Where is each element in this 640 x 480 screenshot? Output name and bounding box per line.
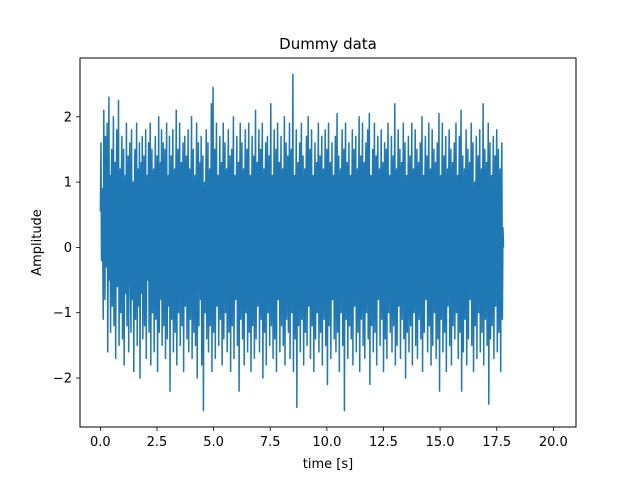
series-line	[99, 73, 505, 412]
x-axis-ticks: 0.0 2.5 5.0 7.5 10.0 12.5 15.0 17.5 20.0	[90, 427, 568, 450]
x-tick-label: 7.5	[260, 435, 281, 450]
chart-title: Dummy data	[279, 35, 377, 53]
x-tick-label: 15.0	[426, 435, 455, 450]
y-tick-label: 1	[64, 176, 72, 191]
x-tick-label: 0.0	[90, 435, 111, 450]
x-tick-label: 10.0	[312, 435, 341, 450]
x-tick-label: 17.5	[482, 435, 511, 450]
x-tick-label: 12.5	[369, 435, 398, 450]
plot-area	[99, 73, 505, 412]
y-tick-label: −1	[53, 306, 72, 321]
y-tick-label: −2	[53, 372, 72, 387]
y-tick-label: 0	[64, 241, 72, 256]
y-tick-label: 2	[64, 110, 72, 125]
y-axis-label: Amplitude	[30, 209, 45, 276]
x-tick-label: 2.5	[147, 435, 168, 450]
x-tick-label: 5.0	[203, 435, 224, 450]
y-axis-ticks: −2 −1 0 1 2	[53, 110, 80, 387]
x-axis-label: time [s]	[303, 457, 353, 472]
axes-frame	[79, 57, 577, 428]
x-tick-label: 20.0	[539, 435, 568, 450]
